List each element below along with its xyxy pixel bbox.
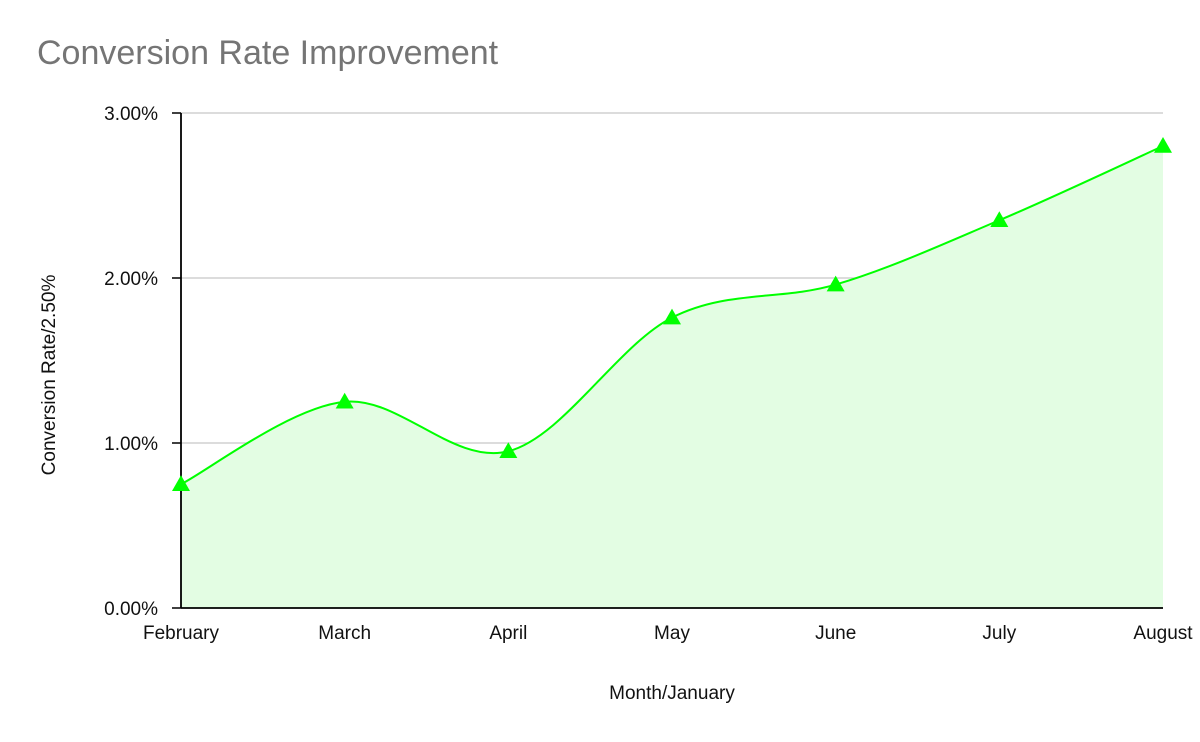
x-tick-label: March: [318, 623, 371, 644]
area-fill-layer: [181, 146, 1163, 608]
y-tick-label: 3.00%: [104, 104, 158, 125]
y-tick-labels: 0.00% 1.00% 2.00% 3.00%: [104, 104, 158, 620]
data-markers: [172, 137, 1172, 491]
y-tick-label: 2.00%: [104, 269, 158, 290]
x-tick-label: April: [489, 623, 527, 644]
data-point-marker: [335, 392, 354, 409]
x-tick-label: May: [654, 623, 690, 644]
x-tick-label: February: [143, 623, 220, 644]
data-point-marker: [990, 211, 1009, 227]
x-tick-label: August: [1133, 623, 1193, 644]
x-axis-title: Month/January: [609, 683, 735, 704]
x-tick-label: July: [982, 623, 1016, 644]
y-axis-title: Conversion Rate/2.50%: [39, 275, 60, 476]
data-point-marker: [663, 308, 681, 325]
x-tick-labels: February March April May June July August: [143, 623, 1193, 644]
x-tick-label: June: [815, 623, 856, 644]
data-point-marker: [1154, 137, 1172, 153]
y-tick-label: 0.00%: [104, 599, 158, 620]
data-point-marker: [172, 475, 190, 491]
axes: [172, 112, 1163, 609]
chart-title: Conversion Rate Improvement: [37, 34, 499, 72]
data-point-marker: [499, 442, 518, 458]
y-tick-label: 1.00%: [104, 434, 158, 455]
data-point-marker: [826, 275, 845, 292]
area-fill: [181, 146, 1163, 608]
